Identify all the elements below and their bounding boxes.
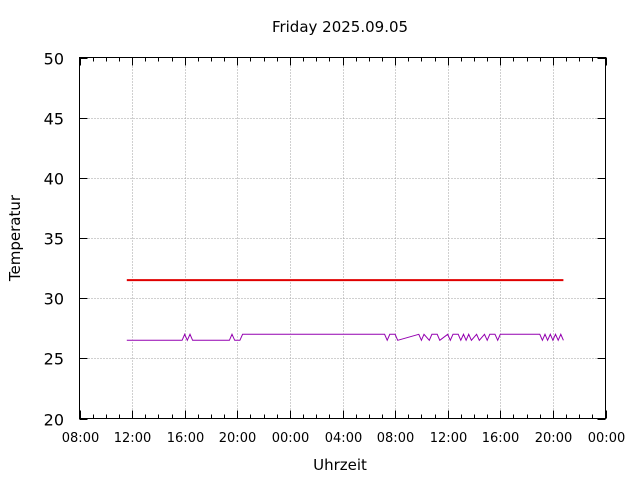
y-tick-label: 40 [44,170,64,189]
y-tick-label: 50 [44,50,64,69]
x-tick-label: 08:00 [62,431,99,446]
chart-title: Friday 2025.09.05 [272,18,408,36]
x-tick-label: 12:00 [430,431,467,446]
y-tick-label: 35 [44,230,64,249]
x-axis-label: Uhrzeit [313,456,367,474]
x-tick-label: 16:00 [482,431,519,446]
tick-labels: 20 25 30 35 40 45 50 08:00 12:00 16:00 20:00 00:00 0… [44,50,626,447]
x-tick-label: 08:00 [377,431,414,446]
ticks [79,57,607,420]
series-line-2 [126,333,564,342]
y-axis-label: Temperatur [6,194,24,282]
x-tick-label: 12:00 [114,431,151,446]
y-tick-label: 25 [44,350,64,369]
x-tick-label: 20:00 [535,431,572,446]
x-tick-label: 00:00 [588,431,625,446]
x-tick-label: 16:00 [167,431,204,446]
grid [79,57,606,419]
y-tick-label: 30 [44,290,64,309]
y-tick-label: 45 [44,110,64,129]
x-tick-label: 20:00 [219,431,256,446]
series-layer [126,279,564,342]
x-tick-label: 00:00 [272,431,309,446]
y-tick-label: 20 [44,411,64,430]
x-tick-label: 04:00 [325,431,362,446]
